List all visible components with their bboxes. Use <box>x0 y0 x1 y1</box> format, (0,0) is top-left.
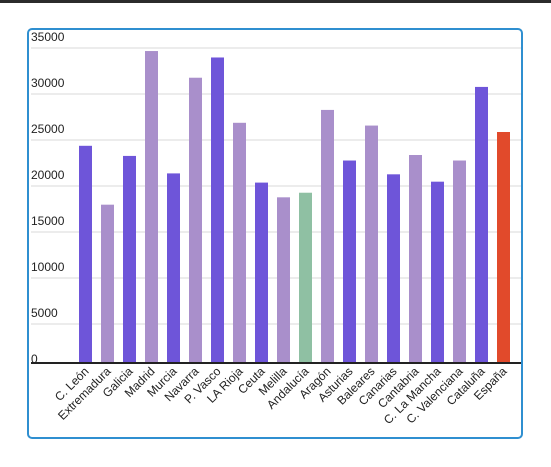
bar <box>101 204 114 362</box>
bar <box>299 192 312 362</box>
bar <box>387 174 400 362</box>
y-tick-label: 15000 <box>31 214 65 228</box>
y-tick-label: 20000 <box>31 168 65 182</box>
y-tick-label: 25000 <box>31 122 65 136</box>
y-tick-label: 5000 <box>31 306 58 320</box>
bars <box>79 51 510 363</box>
bar <box>233 122 246 362</box>
bar <box>497 132 510 362</box>
bar <box>365 125 378 362</box>
bar <box>277 197 290 362</box>
bar <box>343 160 356 362</box>
bar <box>167 173 180 362</box>
bar <box>189 77 202 362</box>
y-axis-labels: 0 5000 10000 15000 20000 25000 30000 35000 <box>31 30 65 366</box>
bar <box>211 57 224 362</box>
x-axis-labels: C. LeónExtremaduraGaliciaMadridMurciaNav… <box>52 364 510 427</box>
bar <box>431 181 444 362</box>
y-tick-label: 35000 <box>31 30 65 44</box>
bar <box>123 155 136 362</box>
bar <box>79 145 92 362</box>
bar <box>453 160 466 362</box>
y-tick-label: 0 <box>31 352 38 366</box>
y-tick-label: 30000 <box>31 76 65 90</box>
bar <box>409 155 422 362</box>
bar <box>321 109 334 362</box>
bar <box>145 51 158 362</box>
window-top-border <box>0 0 551 3</box>
y-tick-label: 10000 <box>31 260 65 274</box>
bar <box>475 86 488 363</box>
bar <box>255 182 268 362</box>
